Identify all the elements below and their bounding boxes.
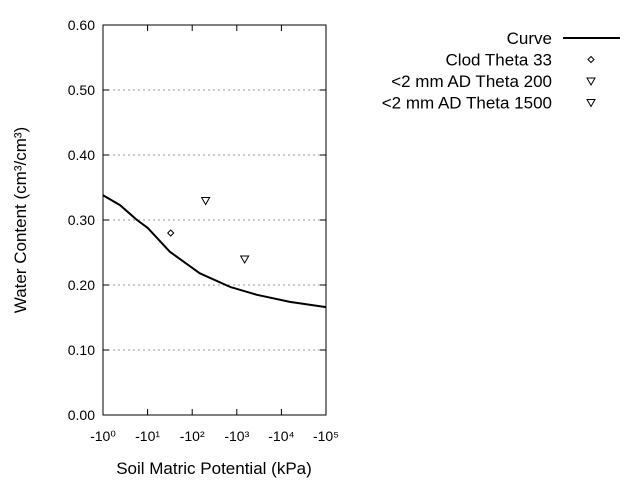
data-point-diamond — [167, 229, 175, 237]
y-tick-label: 0.60 — [68, 17, 95, 33]
x-tick-label: -10³ — [224, 428, 249, 444]
legend: Curve Clod Theta 33 <2 mm AD Theta 200 <2 m… — [382, 29, 620, 113]
legend-label: <2 mm AD Theta 1500 — [382, 94, 552, 113]
y-tick-label: 0.00 — [68, 407, 95, 423]
x-axis-label: Soil Matric Potential (kPa) — [116, 459, 312, 478]
x-tick-label: -10¹ — [135, 428, 160, 444]
y-tick-label: 0.50 — [68, 82, 95, 98]
plot-marks — [102, 194, 327, 309]
legend-label: Clod Theta 33 — [446, 51, 552, 70]
y-tick-label: 0.40 — [68, 147, 95, 163]
axis-ticks: 0.00 0.10 0.20 0.30 0.40 0.50 0.60 -10⁰ -10¹ -10²… — [68, 17, 339, 444]
y-tick-label: 0.20 — [68, 277, 95, 293]
gridlines — [103, 89, 326, 351]
legend-label: <2 mm AD Theta 200 — [391, 72, 552, 91]
x-tick-label: -10⁰ — [90, 428, 116, 444]
legend-symbol-triangle-down — [586, 77, 596, 87]
x-tick-label: -10⁵ — [313, 428, 339, 444]
legend-symbol-diamond — [587, 55, 595, 64]
curve-line — [102, 194, 327, 309]
x-tick-label: -10⁴ — [268, 428, 294, 444]
x-tick-label: -10² — [180, 428, 205, 444]
y-axis-label: Water Content (cm³/cm³) — [11, 127, 30, 313]
data-point-triangle-down — [239, 255, 250, 265]
y-tick-label: 0.30 — [68, 212, 95, 228]
data-point-triangle-down — [200, 197, 211, 206]
legend-label: Curve — [507, 29, 552, 48]
legend-symbol-triangle-down — [586, 99, 596, 108]
y-tick-label: 0.10 — [68, 342, 95, 358]
